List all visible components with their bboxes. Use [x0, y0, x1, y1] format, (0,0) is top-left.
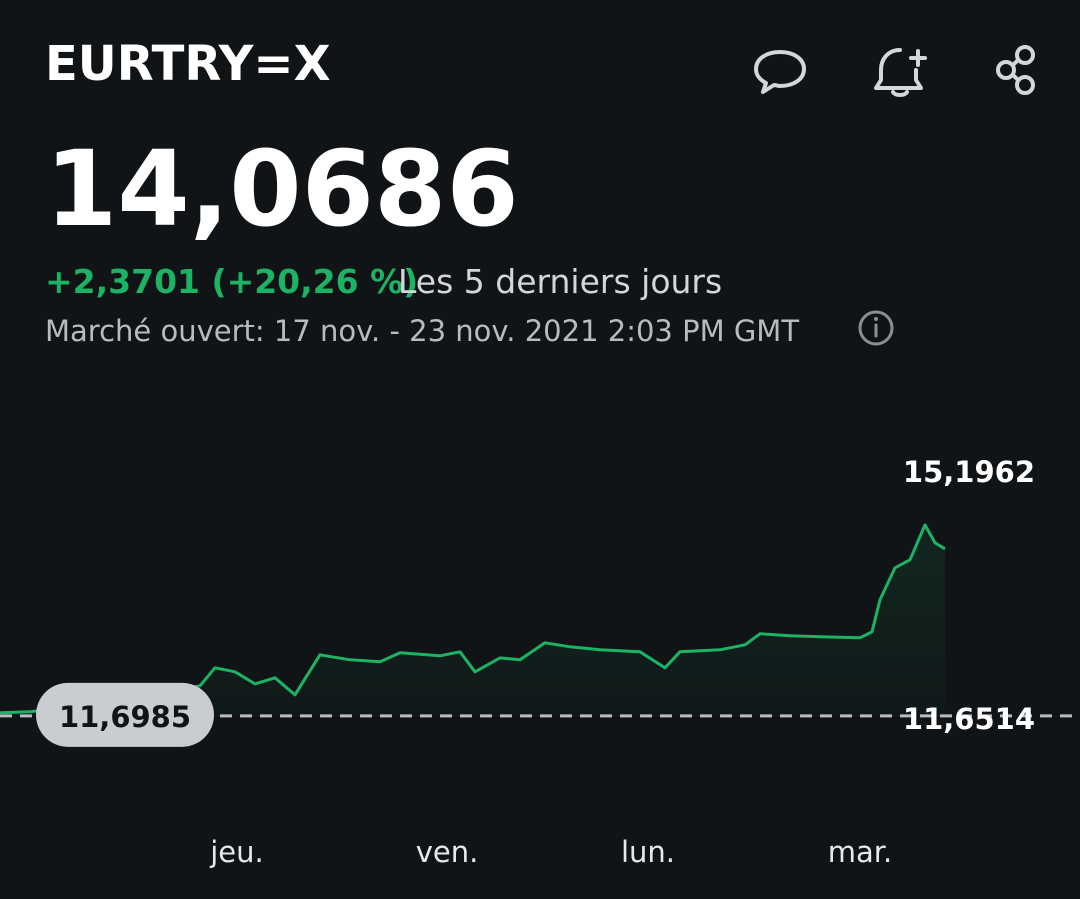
price: 14,0686 — [45, 128, 519, 250]
x-tick-label: lun. — [621, 835, 675, 869]
x-tick-label: mar. — [828, 835, 893, 869]
previous-close-pill — [36, 682, 214, 747]
comment-icon[interactable] — [754, 50, 806, 94]
previous-close-label: 11,6985 — [59, 700, 191, 734]
alert-icon[interactable] — [874, 48, 927, 97]
price-change: +2,3701 (+20,26 %) — [45, 262, 419, 301]
info-dot — [874, 317, 878, 321]
area-fill — [0, 524, 945, 716]
low-label: 11,6514 — [903, 702, 1035, 736]
price-line — [0, 523, 946, 715]
ticker-title: EURTRY=X — [45, 36, 331, 92]
x-tick-label: jeu. — [209, 835, 264, 869]
info-icon[interactable] — [858, 310, 894, 346]
share-icon[interactable] — [996, 45, 1035, 95]
market-status: Marché ouvert: 17 nov. - 23 nov. 2021 2:… — [45, 314, 800, 348]
period: Les 5 derniers jours — [398, 262, 723, 301]
high-label: 15,1962 — [903, 455, 1035, 489]
x-tick-label: ven. — [416, 835, 479, 869]
